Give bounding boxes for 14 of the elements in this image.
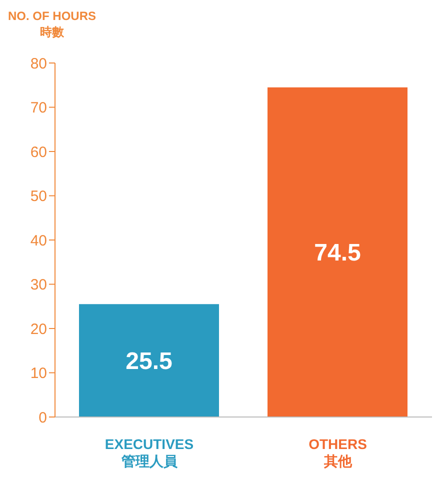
y-tick-label: 30: [30, 276, 47, 294]
data-label: 25.5: [126, 348, 172, 376]
y-axis-title: NO. OF HOURS 時數: [8, 8, 96, 40]
y-tick-label: 10: [30, 365, 47, 382]
data-label: 74.5: [314, 240, 361, 267]
y-tick-label: 50: [30, 188, 47, 206]
y-tick-label: 0: [38, 409, 47, 426]
x-tick-label: OTHERS 其他: [308, 436, 367, 469]
y-tick-label: 60: [30, 144, 47, 161]
x-tick-label: EXECUTIVES 管理人員: [104, 436, 194, 469]
y-tick-label: 70: [30, 100, 47, 117]
y-tick-label: 20: [30, 320, 47, 338]
y-tick-label: 80: [30, 55, 47, 72]
y-tick-label: 40: [30, 232, 47, 250]
